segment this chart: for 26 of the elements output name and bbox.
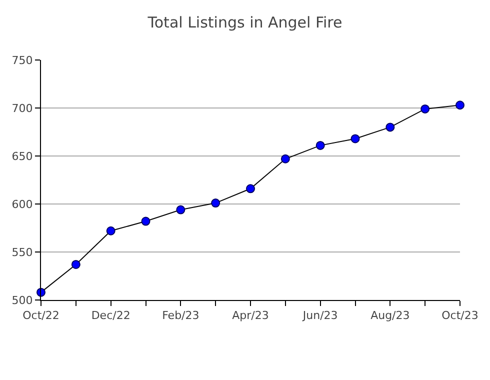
point <box>386 122 395 132</box>
y-tick-label: 750 <box>12 54 33 67</box>
point <box>246 184 255 194</box>
x-tick-label: Oct/22 <box>22 309 60 322</box>
y-tick-label: 500 <box>12 294 33 307</box>
point <box>141 216 150 226</box>
point <box>211 198 220 208</box>
y-tick-label: 550 <box>12 246 33 259</box>
x-tick-label: Aug/23 <box>370 309 410 322</box>
point <box>106 226 116 236</box>
point <box>176 205 186 214</box>
point <box>316 140 325 150</box>
y-tick-label: 600 <box>12 198 33 211</box>
x-tick-label: Jun/23 <box>302 309 338 322</box>
point <box>350 134 360 144</box>
y-tick-label: 650 <box>12 150 33 163</box>
x-tick-label: Dec/22 <box>91 309 130 322</box>
x-tick-label: Feb/23 <box>162 309 200 322</box>
chart-title: Total Listings in Angel Fire <box>146 14 342 32</box>
x-tick-label: Oct/23 <box>442 309 478 322</box>
x-tick-label: Apr/23 <box>232 309 269 322</box>
point <box>420 104 430 114</box>
point <box>71 260 80 269</box>
y-tick-label: 700 <box>12 102 33 115</box>
point <box>280 154 290 164</box>
point <box>456 100 464 110</box>
